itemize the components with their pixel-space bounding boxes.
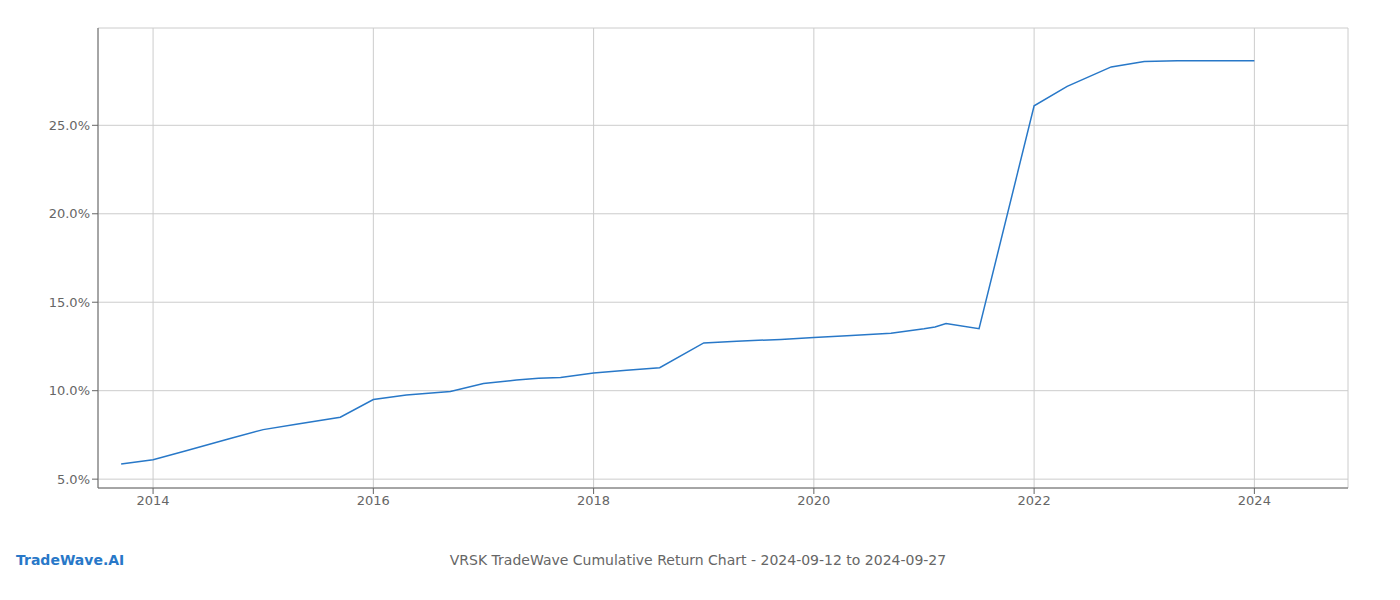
svg-text:10.0%: 10.0% <box>49 383 90 398</box>
svg-text:15.0%: 15.0% <box>49 295 90 310</box>
svg-text:2022: 2022 <box>1018 493 1051 508</box>
svg-text:2024: 2024 <box>1238 493 1271 508</box>
svg-text:2016: 2016 <box>357 493 390 508</box>
svg-text:5.0%: 5.0% <box>57 472 90 487</box>
svg-text:25.0%: 25.0% <box>49 118 90 133</box>
svg-text:2014: 2014 <box>137 493 170 508</box>
svg-text:2018: 2018 <box>577 493 610 508</box>
html-text:VRSK TradeWave Cumulative Retu: VRSK TradeWave Cumulative Return Chart -… <box>449 552 947 568</box>
html-text:TradeWave.AI: TradeWave.AI <box>16 552 125 568</box>
svg-text:2020: 2020 <box>797 493 830 508</box>
svg-text:20.0%: 20.0% <box>49 206 90 221</box>
